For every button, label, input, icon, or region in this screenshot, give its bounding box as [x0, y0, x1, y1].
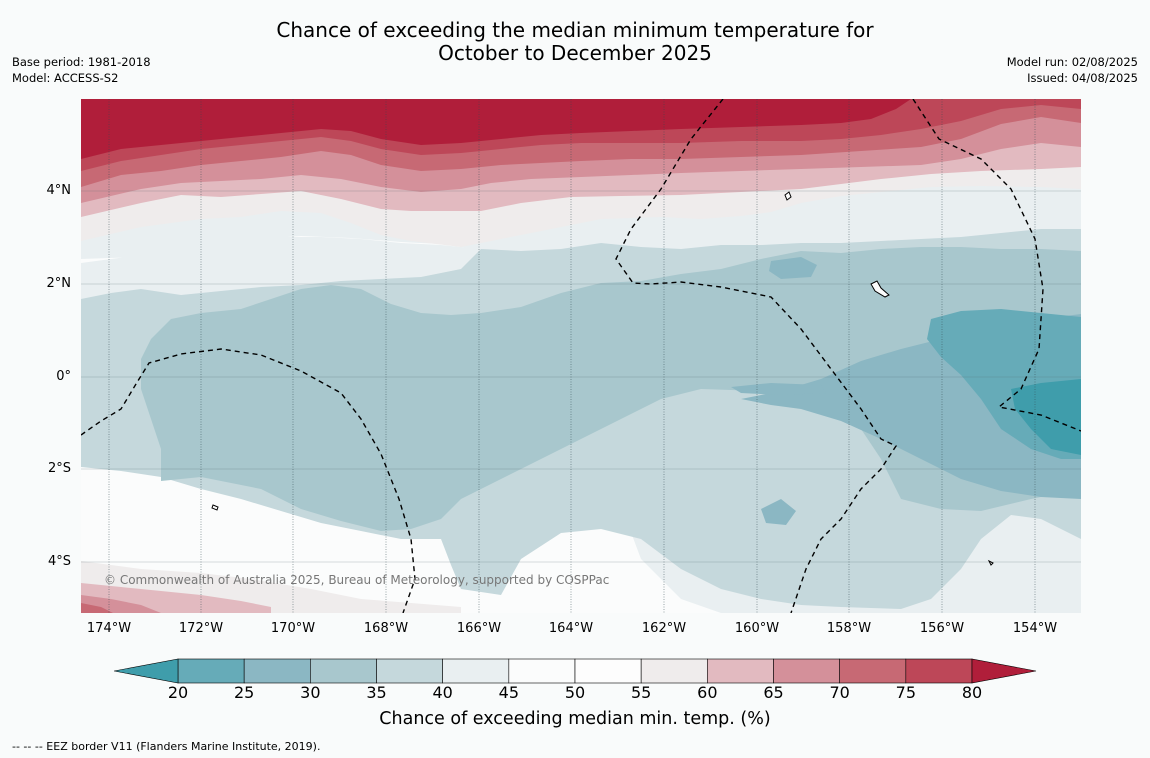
colorbar-tick-70: 70	[829, 683, 850, 702]
lat-tick-4s: 4°S	[47, 554, 71, 569]
colorbar-cells	[177, 658, 973, 684]
model-run-info: Model run: 02/08/2025 Issued: 04/08/2025	[1007, 54, 1138, 86]
colorbar-tick-20: 20	[167, 683, 189, 702]
eez-border-central	[615, 99, 898, 613]
lat-tick-2n: 2°N	[46, 276, 72, 291]
lon-tick-154w: 154°W	[1012, 621, 1058, 636]
colorbar-tick-75: 75	[895, 683, 916, 702]
model-run: Model run: 02/08/2025	[1006, 55, 1138, 69]
colorbar-cell-50	[574, 658, 642, 684]
band-25-blob-b	[761, 499, 796, 525]
lat-tick-4n: 4°N	[46, 183, 72, 198]
lon-tick-172w: 172°W	[178, 621, 224, 636]
island-northeast	[784, 191, 792, 201]
colorbar-cell-70	[839, 658, 907, 684]
lon-tick-160w: 160°W	[734, 621, 780, 636]
colorbar-cell-25	[243, 658, 311, 684]
eez-borders	[81, 99, 1081, 613]
lon-tick-168w: 168°W	[363, 621, 409, 636]
islands	[211, 191, 994, 566]
map-canvas	[81, 99, 1081, 613]
colorbar-cell-45	[508, 658, 576, 684]
colorbar	[114, 658, 1037, 684]
colorbar-tick-65: 65	[763, 683, 784, 702]
lat-gridlines	[81, 190, 1081, 563]
band-30-main	[141, 247, 1081, 531]
title-line-2: October to December 2025	[438, 41, 712, 65]
island-southwest	[211, 504, 219, 511]
eez-legend-note: -- -- -- EEZ border V11 (Flanders Marine…	[12, 740, 321, 753]
issued-date: Issued: 04/08/2025	[1027, 71, 1138, 85]
colorbar-tick-50: 50	[564, 683, 586, 702]
colorbar-tick-45: 45	[498, 683, 519, 702]
lat-tick-2s: 2°S	[47, 461, 71, 476]
colorbar-tick-35: 35	[366, 683, 387, 702]
colorbar-tick-25: 25	[233, 683, 255, 702]
eez-border-west	[81, 348, 416, 613]
colorbar-cell-40	[442, 658, 510, 684]
colorbar-tick-40: 40	[432, 683, 453, 702]
island-northeast-2	[870, 280, 890, 298]
map-title: Chance of exceeding the median minimum t…	[0, 19, 1150, 65]
colorbar-cell-20	[177, 658, 245, 684]
colorbar-cell-55	[640, 658, 708, 684]
colorbar-tick-80: 80	[961, 683, 983, 702]
lon-tick-166w: 166°W	[456, 621, 502, 636]
colorbar-label: Chance of exceeding median min. temp. (%…	[379, 709, 771, 729]
title-line-1: Chance of exceeding the median minimum t…	[276, 18, 874, 42]
colorbar-cell-35	[376, 658, 443, 684]
eez-border-east	[912, 99, 1081, 432]
lon-tick-158w: 158°W	[826, 621, 872, 636]
colorbar-under-triangle	[114, 658, 179, 684]
colorbar-cell-65	[773, 658, 840, 684]
lon-tick-156w: 156°W	[919, 621, 965, 636]
band-30-blob-west	[221, 325, 291, 357]
colorbar-cell-60	[707, 658, 774, 684]
colorbar-tick-60: 60	[697, 683, 718, 702]
island-far-east	[987, 559, 994, 566]
band-north-80	[81, 99, 911, 159]
band-south-70	[81, 603, 113, 613]
base-period-info: Base period: 1981-2018 Model: ACCESS-S2	[12, 54, 151, 86]
lon-tick-170w: 170°W	[270, 621, 316, 636]
copyright-notice: © Commonwealth of Australia 2025, Bureau…	[104, 573, 610, 587]
lat-tick-0: 0°	[56, 369, 71, 384]
lon-tick-162w: 162°W	[641, 621, 687, 636]
colorbar-cell-30	[310, 658, 377, 684]
colorbar-over-triangle	[971, 658, 1037, 684]
model-name: Model: ACCESS-S2	[12, 71, 119, 85]
lon-tick-164w: 164°W	[548, 621, 594, 636]
band-25-blob-a	[769, 257, 817, 279]
colorbar-cell-75	[905, 658, 973, 684]
colorbar-tick-30: 30	[300, 683, 321, 702]
band-25-blob-c	[731, 383, 826, 395]
lon-tick-174w: 174°W	[86, 621, 132, 636]
base-period: Base period: 1981-2018	[12, 55, 151, 69]
colorbar-tick-55: 55	[630, 683, 652, 702]
lon-gridlines	[108, 99, 1036, 613]
probability-map	[81, 99, 1081, 613]
